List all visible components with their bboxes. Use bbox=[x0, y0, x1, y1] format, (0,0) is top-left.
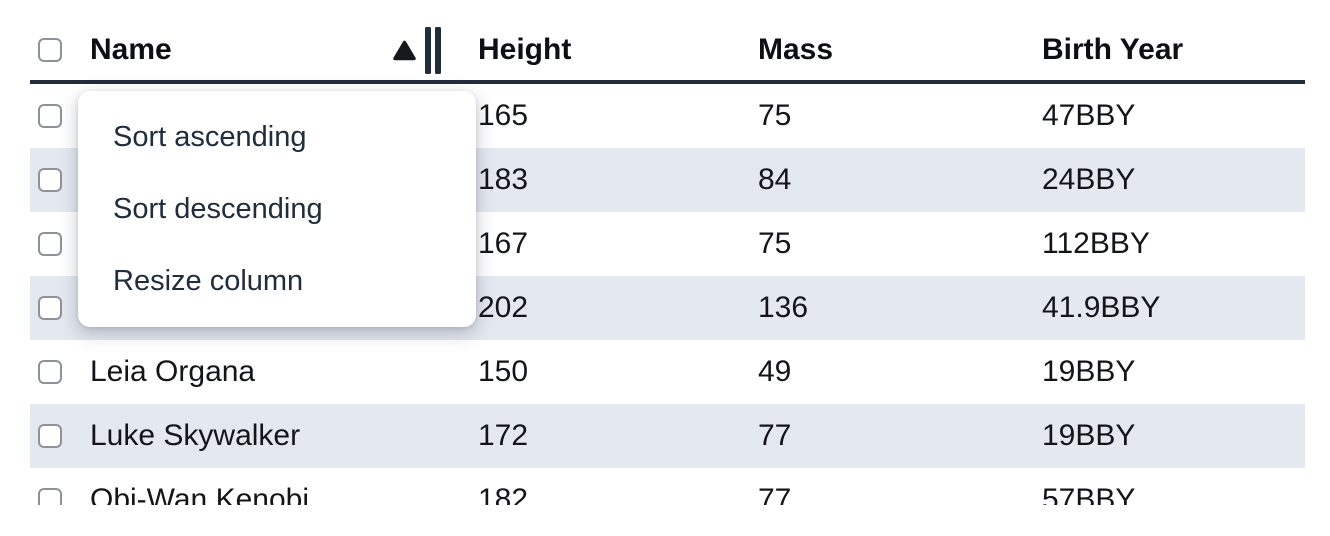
cell-mass: 49 bbox=[758, 355, 792, 388]
menu-item-sort-descending[interactable]: Sort descending bbox=[113, 192, 323, 225]
cell-birth-year: 47BBY bbox=[1042, 99, 1136, 132]
cell-height: 165 bbox=[478, 99, 529, 132]
sort-ascending-icon bbox=[393, 40, 416, 61]
cell-birth-year: 24BBY bbox=[1042, 163, 1136, 196]
table-row: Luke Skywalker 172 77 19BBY bbox=[30, 404, 1305, 468]
row-checkbox[interactable] bbox=[38, 296, 62, 320]
menu-item-sort-ascending[interactable]: Sort ascending bbox=[113, 120, 307, 153]
column-header-birth-year[interactable]: Birth Year bbox=[1042, 33, 1184, 66]
header-checkbox-cell bbox=[30, 38, 90, 62]
cell-mass: 84 bbox=[758, 163, 792, 196]
select-all-checkbox[interactable] bbox=[38, 38, 62, 62]
cell-height: 172 bbox=[478, 419, 529, 452]
cell-height: 202 bbox=[478, 291, 529, 324]
cell-height: 150 bbox=[478, 355, 529, 388]
cell-name: Leia Organa bbox=[90, 355, 256, 388]
column-context-menu: Sort ascending Sort descending Resize co… bbox=[78, 91, 476, 327]
row-checkbox[interactable] bbox=[38, 488, 62, 505]
cell-height: 167 bbox=[478, 227, 529, 260]
row-checkbox[interactable] bbox=[38, 168, 62, 192]
cell-mass: 77 bbox=[758, 419, 792, 452]
column-header-name-label: Name bbox=[90, 33, 172, 66]
cell-mass: 77 bbox=[758, 483, 792, 505]
cell-mass: 75 bbox=[758, 99, 792, 132]
cell-mass: 75 bbox=[758, 227, 792, 260]
cell-birth-year: 41.9BBY bbox=[1042, 291, 1161, 324]
cell-name: Luke Skywalker bbox=[90, 419, 301, 452]
cell-mass: 136 bbox=[758, 291, 809, 324]
table-row: Leia Organa 150 49 19BBY bbox=[30, 340, 1305, 404]
cell-name: Obi-Wan Kenobi bbox=[90, 483, 309, 505]
menu-item-resize-column[interactable]: Resize column bbox=[113, 264, 304, 297]
cell-height: 182 bbox=[478, 483, 529, 505]
cell-birth-year: 19BBY bbox=[1042, 419, 1136, 452]
cell-birth-year: 19BBY bbox=[1042, 355, 1136, 388]
cell-birth-year: 57BBY bbox=[1042, 483, 1136, 505]
row-checkbox[interactable] bbox=[38, 232, 62, 256]
row-checkbox[interactable] bbox=[38, 104, 62, 128]
column-header-mass[interactable]: Mass bbox=[758, 33, 834, 66]
cell-birth-year: 112BBY bbox=[1042, 227, 1150, 260]
row-checkbox[interactable] bbox=[38, 360, 62, 384]
column-resize-handle[interactable] bbox=[425, 26, 441, 74]
column-header-name[interactable]: Name bbox=[90, 20, 478, 80]
column-header-height[interactable]: Height bbox=[478, 33, 572, 66]
table-header-row: Name Height Mass Birth Year bbox=[30, 20, 1305, 84]
row-checkbox[interactable] bbox=[38, 424, 62, 448]
cell-height: 183 bbox=[478, 163, 529, 196]
table-row: Obi-Wan Kenobi 182 77 57BBY bbox=[30, 468, 1305, 505]
